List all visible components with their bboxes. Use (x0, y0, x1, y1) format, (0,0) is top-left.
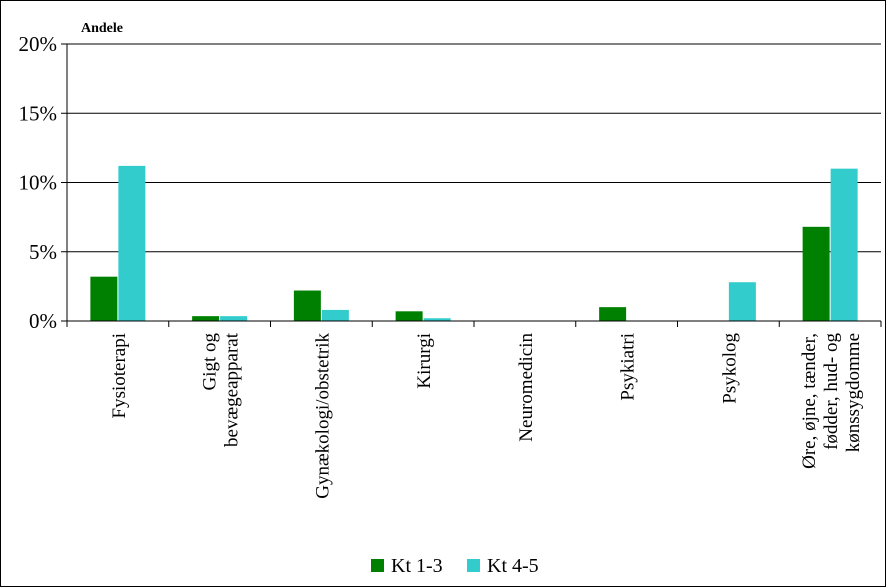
y-tick-label: 0% (29, 309, 57, 333)
axes (66, 44, 882, 327)
bar (728, 282, 756, 321)
y-axis-label: Andele (81, 21, 123, 36)
category-label: Kirurgi (414, 333, 435, 389)
category-label: Neuromedicin (516, 333, 537, 442)
category-label-line: Gigt og (200, 333, 221, 391)
gridlines (61, 43, 881, 322)
bar (192, 316, 220, 321)
legend-swatch (467, 559, 480, 572)
category-label-line: Neuromedicin (516, 333, 537, 442)
bar (118, 165, 146, 321)
category-label-line: Psykolog (719, 333, 740, 404)
bar (321, 309, 349, 321)
legend: Kt 1-3 Kt 4-5 (371, 555, 539, 577)
legend-label: Kt 4-5 (487, 555, 539, 577)
bar (423, 318, 451, 321)
category-label: Gigt og bevægeapparat (200, 332, 243, 447)
category-label-line: Fysioterapi (109, 333, 130, 419)
category-labels: Fysioterapi Gigt og bevægeapparat Gynækolog… (109, 332, 864, 498)
category-label: Psykolog (719, 333, 740, 404)
category-label-line: Øre, øjne, tænder, (799, 333, 820, 469)
bar (599, 307, 627, 321)
category-label-line: Gynækologi/obstetrik (312, 333, 333, 499)
bar (802, 226, 830, 321)
category-label: Øre, øjne, tænder, fødder, hud- og kønssyg… (799, 333, 864, 469)
y-tick-label: 20% (19, 32, 58, 56)
legend-label: Kt 1-3 (391, 555, 443, 577)
category-label-line: fødder, hud- og (821, 333, 842, 450)
legend-swatch (371, 559, 384, 572)
y-tick-label: 5% (29, 240, 57, 264)
category-label: Gynækologi/obstetrik (312, 333, 333, 499)
y-tick-labels: 0% 5% 10% 15% 20% (19, 32, 58, 333)
bars (90, 165, 858, 321)
category-label-line: bevægeapparat (222, 332, 243, 447)
bar (293, 290, 321, 321)
bar (90, 276, 118, 321)
y-tick-label: 10% (19, 171, 58, 195)
category-label-line: kønssygdomme (843, 333, 864, 452)
category-label: Psykiatri (618, 333, 639, 401)
category-label-line: Psykiatri (618, 333, 639, 401)
bar (830, 168, 858, 321)
bar (220, 316, 248, 321)
bar (395, 311, 423, 321)
category-label-line: Kirurgi (414, 333, 435, 389)
y-tick-label: 15% (19, 101, 58, 125)
category-label: Fysioterapi (109, 333, 130, 419)
